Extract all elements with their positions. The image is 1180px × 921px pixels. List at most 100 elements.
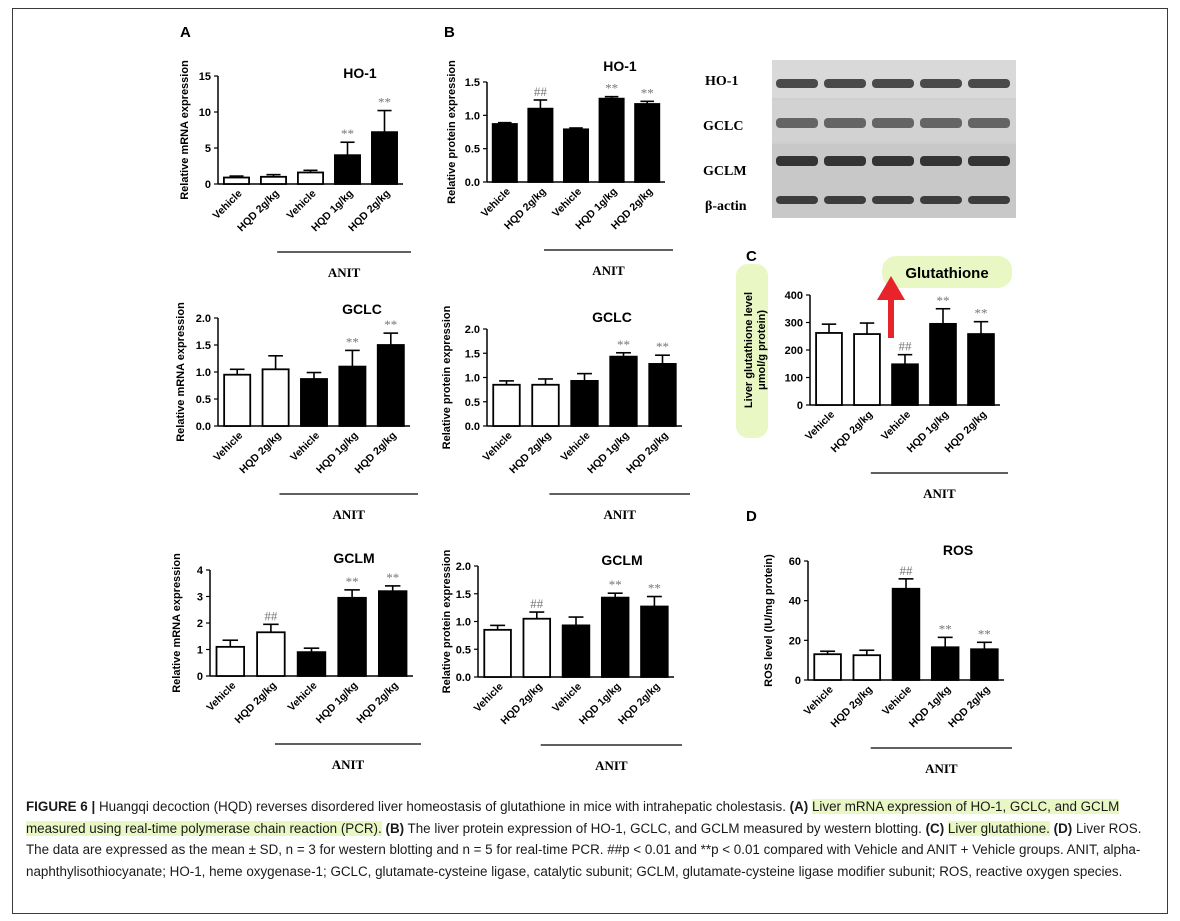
chart-title: GCLM — [601, 552, 642, 568]
y-tick-label: 300 — [785, 318, 803, 330]
x-tick-label: Vehicle — [481, 430, 515, 464]
bar — [297, 171, 324, 185]
bar — [852, 654, 882, 681]
x-tick-label: Vehicle — [550, 186, 584, 220]
blot-band — [920, 156, 962, 166]
y-tick-label: 400 — [785, 290, 803, 302]
significance-mark: ** — [617, 337, 630, 352]
significance-mark: ** — [605, 81, 618, 96]
bar — [215, 645, 246, 677]
y-tick-label: 4 — [197, 565, 204, 577]
bar — [261, 368, 290, 427]
x-tick-label: HQD 2g/kg — [237, 430, 283, 476]
y-tick-label: 0.0 — [465, 177, 480, 189]
x-tick-label: Vehicle — [802, 684, 836, 718]
y-axis-label: Relative protein expression — [441, 305, 453, 449]
bar — [337, 596, 367, 677]
bar — [609, 355, 638, 427]
y-tick-label: 0.5 — [196, 394, 211, 406]
chart-title: GCLC — [592, 309, 632, 325]
x-tick-label: Vehicle — [880, 684, 914, 718]
blot-band — [920, 79, 962, 88]
blot-band — [920, 118, 962, 128]
y-tick-label: 0.0 — [456, 672, 471, 684]
x-tick-label: HQD 1g/kg — [314, 680, 360, 726]
y-axis-label: Relative protein expression — [441, 549, 453, 693]
significance-mark: ** — [939, 621, 952, 636]
y-tick-label: 60 — [789, 556, 801, 568]
y-tick-label: 1.5 — [465, 348, 480, 360]
x-tick-label: HQD 2g/kg — [498, 681, 544, 727]
blot-band — [968, 118, 1010, 128]
y-tick-label: 1.0 — [465, 110, 480, 122]
caption-ref-d: (D) — [1053, 820, 1073, 836]
blot-label-gclm: GCLM — [703, 164, 747, 179]
y-axis-label: μmol/g protein) — [756, 310, 768, 390]
bar — [522, 617, 552, 678]
blot-band — [872, 79, 914, 88]
blot-strip-gclm-actin — [772, 144, 1016, 218]
caption-ref-c: (C) — [925, 820, 945, 836]
bar — [260, 175, 287, 185]
chart-title: HO-1 — [343, 65, 377, 81]
blot-band — [824, 156, 866, 166]
group-label: ANIT — [332, 757, 365, 772]
x-tick-label: Vehicle — [211, 188, 245, 222]
significance-mark: ## — [899, 339, 913, 354]
caption-b-text: The liver protein expression of HO-1, GC… — [404, 820, 926, 836]
panel-letter-c: C — [746, 248, 757, 265]
red-up-arrow-icon — [877, 276, 905, 338]
bar — [570, 379, 599, 427]
x-tick-label: Vehicle — [211, 430, 245, 464]
y-tick-label: 0 — [205, 179, 211, 191]
figure-label: FIGURE 6 | — [26, 799, 96, 814]
blot-band — [776, 156, 818, 166]
significance-mark: ** — [978, 626, 991, 641]
blot-band — [824, 196, 866, 204]
chart-a3: 0 1 2 3 4 Relative mRNA expression GCLM Vehicle… — [171, 550, 421, 772]
chart-d: 0 20 40 60 ROS level (IU/mg protein) ROS Vehic… — [763, 542, 1012, 776]
y-axis-label: Relative protein expression — [446, 60, 458, 204]
y-tick-label: 2.0 — [456, 561, 471, 573]
bar — [491, 123, 518, 183]
x-tick-label: HQD 2g/kg — [829, 409, 875, 455]
blot-band — [776, 196, 818, 204]
panel-letter-b: B — [444, 24, 455, 41]
x-tick-label: Vehicle — [550, 681, 584, 715]
y-tick-label: 1.0 — [456, 617, 471, 629]
glutathione-callout — [882, 256, 1012, 288]
bar — [598, 97, 625, 183]
y-axis-label: ROS level (IU/mg protein) — [763, 554, 775, 687]
bar — [967, 333, 995, 406]
bar — [970, 648, 999, 681]
group-label: ANIT — [595, 758, 628, 773]
y-tick-label: 0 — [797, 400, 803, 412]
y-tick-label: 1.5 — [465, 77, 480, 89]
x-tick-label: Vehicle — [286, 680, 320, 714]
y-tick-label: 0.0 — [196, 421, 211, 433]
blot-label-actin: β-actin — [705, 199, 747, 214]
bar — [891, 587, 921, 681]
bar — [376, 344, 405, 427]
bar — [600, 596, 630, 678]
chart-a1: 0 5 10 15 Relative mRNA expression HO-1 Vehicl… — [179, 60, 411, 280]
chart-a2: 0.0 0.5 1.0 1.5 2.0 Relative mRNA expression G… — [175, 301, 418, 522]
significance-mark: ## — [264, 608, 278, 623]
chart-title: HO-1 — [603, 58, 637, 74]
group-label: ANIT — [603, 507, 636, 522]
caption-c-text: Liver glutathione. — [947, 820, 1050, 836]
x-tick-label: HQD 2g/kg — [828, 684, 874, 730]
significance-mark: ** — [937, 293, 950, 308]
x-tick-label: Vehicle — [879, 409, 913, 443]
x-tick-label: Vehicle — [472, 681, 506, 715]
panel-letter-d: D — [746, 508, 757, 525]
figure-caption: FIGURE 6 | Huangqi decoction (HQD) rever… — [26, 796, 1156, 882]
bar — [483, 628, 512, 678]
blot-band — [872, 196, 914, 204]
blot-label-gclc: GCLC — [703, 119, 743, 134]
caption-d-text: Liver ROS. The data are expressed as the… — [26, 820, 1142, 879]
x-tick-label: HQD 2g/kg — [507, 430, 553, 476]
panel-letter-a: A — [180, 24, 191, 41]
chart-b1: 0.0 0.5 1.0 1.5 Relative protein expression H… — [446, 58, 673, 278]
